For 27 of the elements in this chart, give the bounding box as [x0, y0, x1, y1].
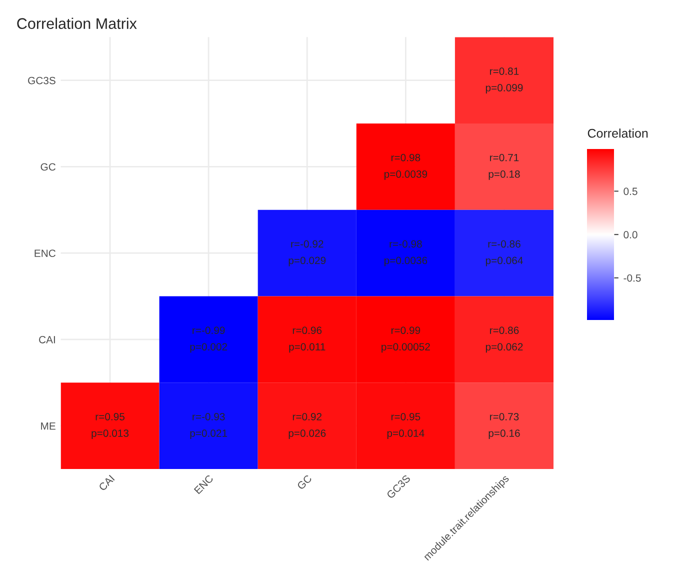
- data-label: r=-0.98 p=0.0036: [384, 240, 428, 266]
- y-tick-label: GC3S: [28, 76, 56, 84]
- color-bar-label: -0.5: [624, 274, 641, 282]
- data-label: r=-0.92 p=0.029: [288, 240, 326, 266]
- data-label: r=0.95 p=0.014: [387, 413, 424, 439]
- y-tick-label: GC: [40, 163, 56, 171]
- data-label: r=-0.93 p=0.021: [190, 413, 228, 439]
- color-bar-title: Correlation: [588, 128, 648, 138]
- data-label: r=0.96 p=0.011: [289, 326, 326, 353]
- data-label: r=0.92 p=0.026: [288, 413, 326, 439]
- y-tick-label: CAI: [39, 336, 55, 344]
- data-label: r=0.99 p=0.00052: [382, 326, 430, 353]
- data-label: r=0.98 p=0.0039: [384, 154, 428, 180]
- data-label: r=0.81 p=0.099: [486, 68, 523, 94]
- chart-title: Correlation Matrix: [17, 18, 137, 29]
- data-label: r=0.86 p=0.062: [486, 326, 523, 353]
- x-tick-label: CAI: [98, 474, 115, 492]
- data-label: r=-0.99 p=0.002: [190, 326, 228, 353]
- y-tick-label: ME: [41, 422, 56, 430]
- data-label: r=0.95 p=0.013: [92, 413, 129, 439]
- data-label: r=0.73 p=0.16: [488, 413, 520, 439]
- data-label: r=-0.86 p=0.064: [486, 240, 523, 266]
- x-tick-label: GC: [296, 474, 312, 490]
- y-tick-label: ENC: [34, 250, 56, 257]
- data-label: r=0.71 p=0.18: [488, 154, 520, 180]
- color-bar-label: 0.5: [624, 188, 638, 196]
- color-bar-label: 0.0: [624, 231, 638, 238]
